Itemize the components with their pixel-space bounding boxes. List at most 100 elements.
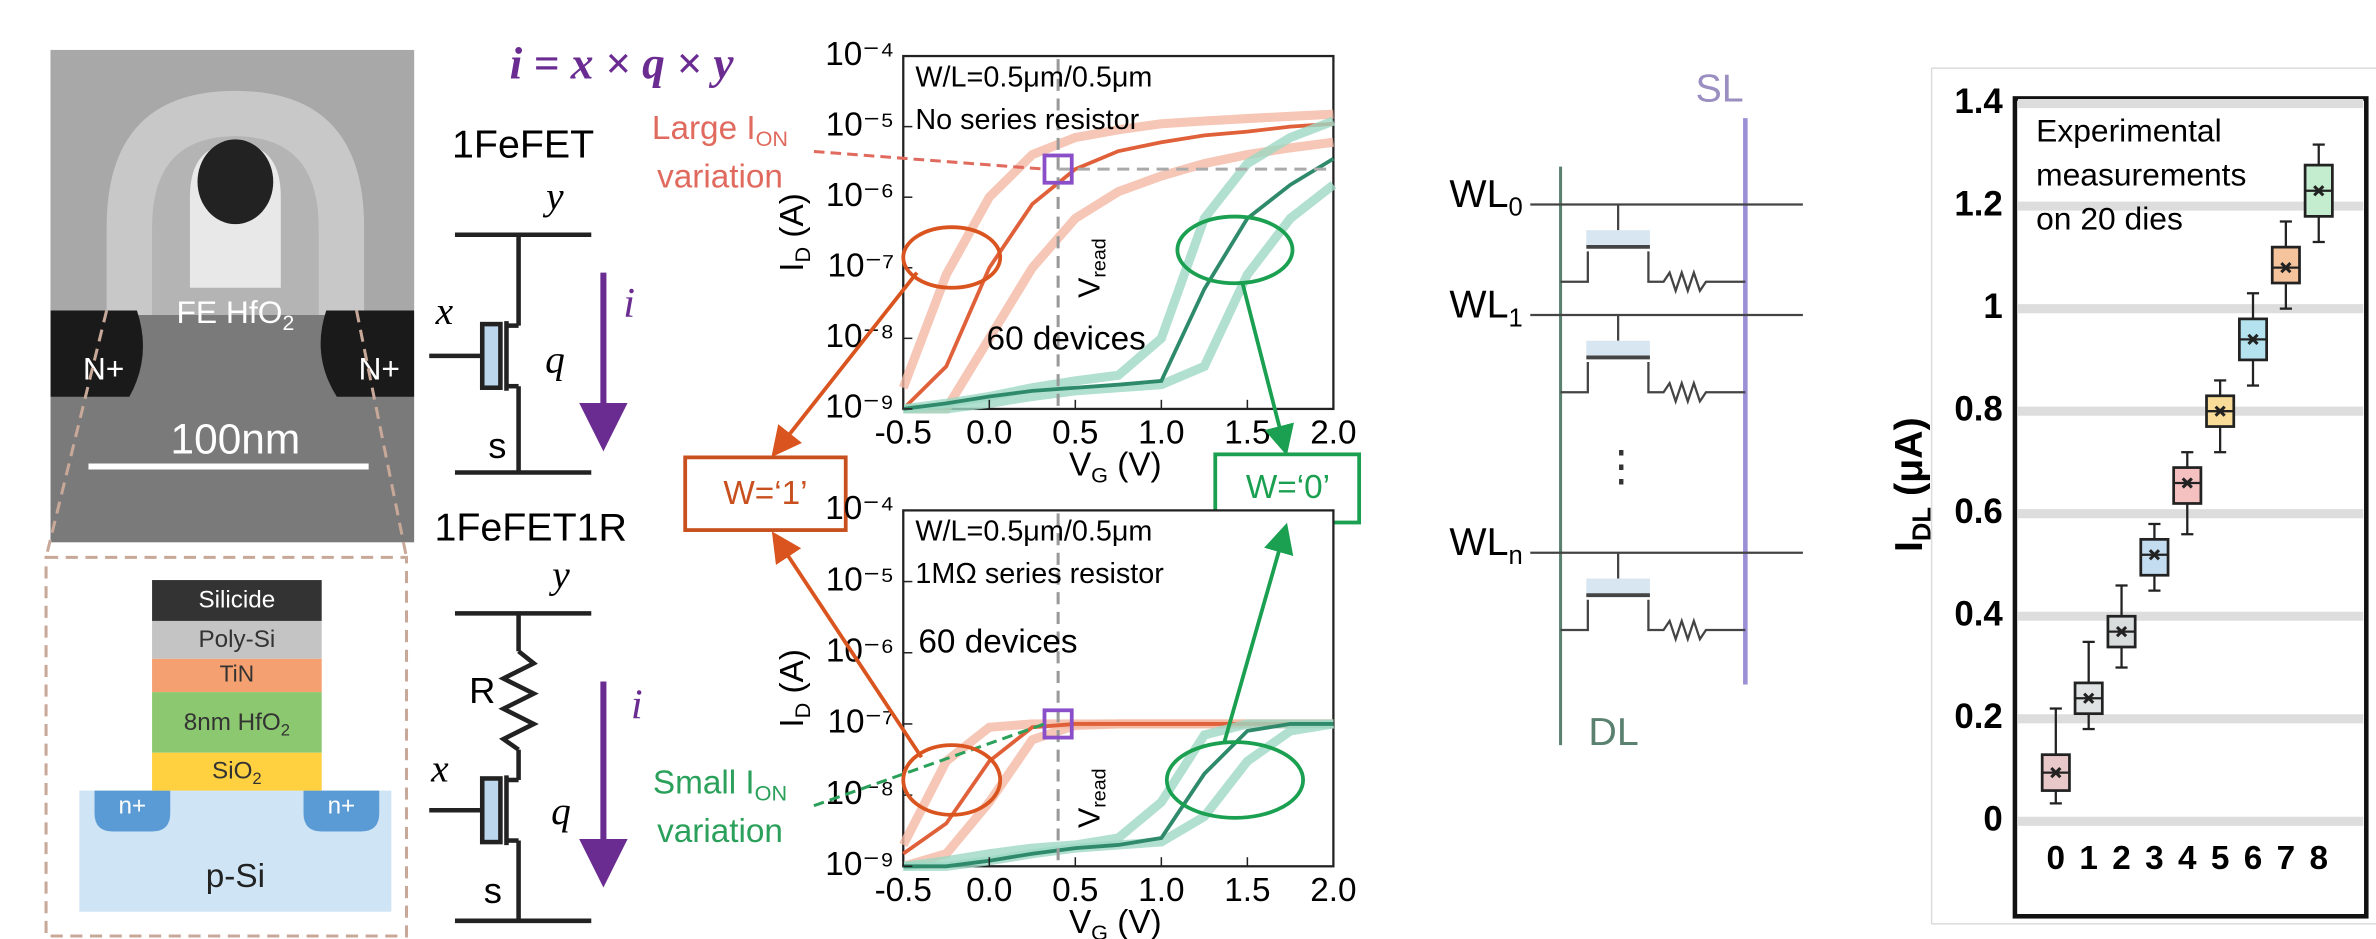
x-tick-label: 5 bbox=[2211, 840, 2230, 877]
label-sub: ON bbox=[756, 126, 788, 151]
memory-array bbox=[1530, 118, 1803, 745]
label-sub: 1 bbox=[1508, 304, 1522, 332]
annotation: W/L=0.5μm/0.5μm bbox=[915, 516, 1152, 548]
label-main: WL bbox=[1449, 283, 1508, 327]
x-tick-label: 6 bbox=[2244, 840, 2263, 877]
node-label: q bbox=[551, 789, 571, 833]
layer-label: 8nm HfO2 bbox=[184, 709, 290, 740]
annotation: No series resistor bbox=[915, 104, 1139, 136]
label-main: SiO bbox=[212, 758, 252, 785]
label-sub: ON bbox=[755, 780, 787, 805]
label-main: Large I bbox=[652, 110, 756, 147]
box bbox=[2174, 468, 2201, 504]
x-axis-label: VG (V) bbox=[1069, 446, 1162, 487]
ion-note: variation bbox=[657, 813, 783, 850]
x-tick-label: 0 bbox=[2047, 840, 2066, 877]
y-tick-label: 10⁻⁸ bbox=[826, 318, 895, 355]
box bbox=[2272, 247, 2299, 283]
layer-label: TiN bbox=[220, 660, 254, 686]
label-main: Small I bbox=[653, 764, 755, 801]
circuit-title: 1FeFET bbox=[452, 122, 594, 166]
annotation: Experimental bbox=[2036, 113, 2222, 149]
label-sub: read bbox=[1089, 238, 1111, 277]
label-sub: 0 bbox=[1508, 193, 1522, 221]
x-tick-label: 7 bbox=[2277, 840, 2296, 877]
label-main: I bbox=[774, 262, 811, 271]
label-sub: DL bbox=[1909, 507, 1937, 541]
y-tick-label: 10⁻⁶ bbox=[826, 177, 894, 214]
layer-label: Silicide bbox=[199, 587, 276, 614]
wl-label: WLn bbox=[1449, 521, 1522, 570]
y-tick-label: 10⁻⁴ bbox=[825, 36, 894, 73]
y-tick-label: 0.2 bbox=[1954, 697, 2002, 736]
y-tick-label: 10⁻⁷ bbox=[828, 248, 895, 285]
x-tick-label: 1 bbox=[2079, 840, 2098, 877]
ellipsis: ⋮ bbox=[1600, 443, 1642, 490]
x-tick-label: 1.5 bbox=[1224, 414, 1270, 451]
x-tick-label: 2 bbox=[2112, 840, 2131, 877]
label-sub: G bbox=[1091, 920, 1108, 939]
x-tick-label: 0.0 bbox=[966, 872, 1012, 909]
write-label: W=‘0’ bbox=[1246, 469, 1330, 506]
y-tick-label: 0 bbox=[1983, 800, 2002, 839]
figure: FE HfO2 N+ N+ 100nm Silicide Poly-Si TiN… bbox=[0, 0, 2376, 939]
x-tick-label: -0.5 bbox=[875, 414, 932, 451]
node-label: x bbox=[435, 289, 454, 333]
y-tick-label: 1.2 bbox=[1954, 184, 2002, 223]
label-rest: (V) bbox=[1108, 904, 1162, 939]
y-tick-label: 10⁻⁵ bbox=[826, 106, 894, 143]
x-tick-label: -0.5 bbox=[875, 872, 932, 909]
annotation: 1MΩ series resistor bbox=[915, 558, 1164, 590]
circuit-1fefet1r bbox=[429, 613, 591, 920]
label-main: V bbox=[1069, 904, 1092, 939]
y-axis-label: ID (A) bbox=[774, 193, 815, 272]
label-rest: (A) bbox=[774, 649, 811, 703]
label-sub: 2 bbox=[281, 721, 290, 740]
label-sub: read bbox=[1089, 768, 1111, 807]
well-label: n+ bbox=[119, 793, 147, 820]
x-tick-label: 8 bbox=[2309, 840, 2328, 877]
label-main: FE HfO bbox=[176, 294, 282, 330]
layer-label: Poly-Si bbox=[199, 626, 276, 653]
node-label: s bbox=[488, 425, 506, 466]
label-main: V bbox=[1069, 446, 1092, 483]
node-label: y bbox=[548, 553, 570, 597]
tem-film-label: FE HfO2 bbox=[176, 294, 294, 334]
circuit-1fefet bbox=[429, 235, 591, 473]
label-sub: n bbox=[1508, 542, 1522, 570]
node-label: y bbox=[542, 174, 564, 218]
y-tick-label: 1 bbox=[1983, 287, 2002, 326]
substrate-label: p-Si bbox=[206, 858, 265, 895]
node-label: x bbox=[430, 746, 449, 790]
x-tick-label: 2.0 bbox=[1310, 872, 1356, 909]
y-tick-label: 1.4 bbox=[1954, 82, 2003, 121]
source-label: N+ bbox=[83, 350, 125, 386]
y-tick-label: 10⁻⁷ bbox=[828, 704, 895, 741]
devices-label: 60 devices bbox=[987, 321, 1146, 358]
ion-note: variation bbox=[657, 159, 783, 196]
x-tick-label: 0.0 bbox=[966, 414, 1012, 451]
label-sub: G bbox=[1091, 462, 1108, 487]
ion-note: Small ION bbox=[653, 764, 787, 805]
label-main: V bbox=[1073, 807, 1106, 828]
circuit-title: 1FeFET1R bbox=[434, 505, 626, 549]
equation: i = x × q × y bbox=[510, 39, 735, 89]
sl-label: SL bbox=[1696, 66, 1744, 110]
write-label: W=‘1’ bbox=[723, 475, 807, 512]
label-sub: D bbox=[790, 247, 815, 263]
ion-note: Large ION bbox=[652, 110, 788, 151]
label-main: WL bbox=[1449, 172, 1508, 216]
y-tick-label: 10⁻⁵ bbox=[826, 561, 894, 598]
well-label: n+ bbox=[328, 793, 356, 820]
y-axis-label: ID (A) bbox=[774, 649, 815, 728]
devices-label: 60 devices bbox=[918, 623, 1077, 660]
y-tick-label: 0.6 bbox=[1954, 492, 2002, 531]
x-tick-label: 2.0 bbox=[1310, 414, 1356, 451]
node-label: q bbox=[545, 338, 565, 382]
annotation: measurements bbox=[2036, 157, 2246, 193]
scale-label: 100nm bbox=[171, 415, 301, 462]
label-sub: 2 bbox=[282, 312, 294, 335]
label-main: I bbox=[774, 718, 811, 727]
x-tick-label: 1.5 bbox=[1224, 872, 1270, 909]
label-rest: (A) bbox=[774, 193, 811, 247]
